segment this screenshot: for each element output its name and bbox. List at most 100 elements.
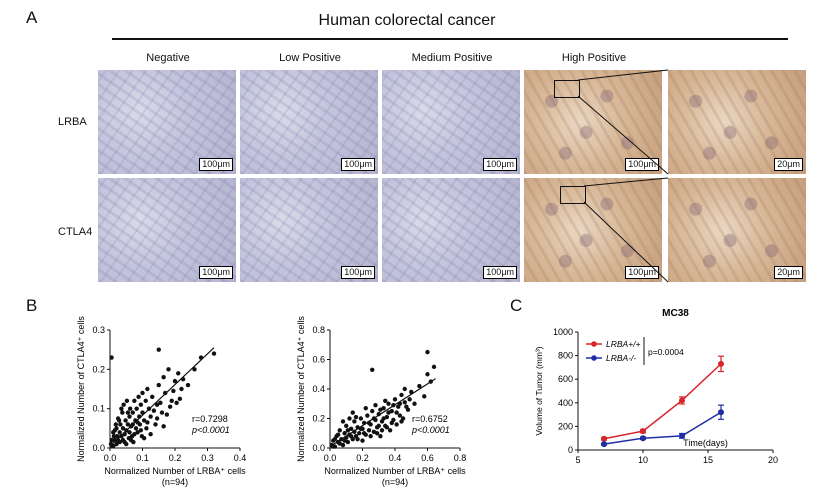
data-point — [118, 422, 123, 427]
zoom-region-box — [554, 80, 580, 98]
ihc-image-ctla4-medium: 100μm — [382, 178, 520, 282]
data-point — [109, 437, 114, 443]
data-point — [140, 390, 145, 396]
data-point — [374, 431, 380, 436]
data-point — [394, 410, 399, 415]
data-point — [112, 437, 118, 443]
title-rule — [112, 38, 788, 40]
data-point — [383, 398, 388, 403]
ihc-image-ctla4-high-zoom: 20μm — [668, 178, 806, 282]
data-point — [679, 397, 685, 404]
data-point — [125, 422, 131, 427]
column-header-high-positive: High Positive — [561, 52, 627, 64]
data-point — [376, 423, 381, 429]
data-point — [425, 349, 430, 355]
y-tick-label: 1000 — [553, 327, 573, 337]
data-point — [363, 405, 368, 411]
y-tick-label: 0.0 — [92, 443, 105, 453]
data-point — [370, 408, 375, 414]
data-point — [133, 426, 139, 431]
data-point — [166, 367, 171, 372]
scale-bar: 20μm — [774, 266, 803, 279]
ihc-image-lrba-high: 100μm — [524, 70, 662, 174]
data-point — [192, 367, 197, 372]
chart-title: MC38 — [662, 308, 689, 319]
data-point — [176, 371, 181, 376]
data-point — [171, 388, 176, 394]
series-line — [603, 363, 722, 440]
data-point — [119, 406, 124, 411]
ihc-image-lrba-medium: 100μm — [382, 70, 520, 174]
ihc-image-ctla4-low: 100μm — [240, 178, 378, 282]
sample-size-label: (n=94) — [162, 477, 188, 487]
data-point — [109, 355, 114, 360]
y-tick-label: 600 — [558, 374, 573, 384]
data-point — [122, 439, 127, 445]
correlation-r: r=0.7298 — [192, 414, 228, 424]
data-point — [718, 409, 724, 416]
data-point — [344, 423, 349, 429]
data-point — [392, 397, 398, 402]
data-point — [161, 424, 166, 429]
zoom-line — [577, 95, 669, 175]
data-point — [145, 386, 150, 392]
data-point — [342, 438, 347, 443]
data-point — [127, 414, 132, 419]
data-point — [412, 401, 417, 406]
legend-swatch-point — [591, 355, 597, 361]
data-point — [394, 422, 399, 427]
regression-line — [329, 378, 436, 448]
data-point — [355, 436, 360, 442]
scale-bar: 100μm — [625, 158, 659, 171]
data-point — [211, 351, 217, 356]
data-point — [134, 406, 139, 411]
data-point — [156, 347, 161, 352]
zoom-region-box — [560, 186, 586, 204]
data-point — [718, 360, 724, 367]
p-value: p<0.0001 — [191, 425, 230, 435]
zoom-line — [577, 69, 669, 81]
data-point — [352, 419, 357, 424]
data-point — [115, 416, 121, 421]
data-point — [127, 406, 133, 411]
y-tick-label: 0.2 — [92, 364, 105, 374]
y-axis-label: Normalized Number of CTLA4⁺ cells — [296, 316, 306, 462]
data-point — [121, 402, 126, 407]
data-point — [154, 416, 160, 421]
data-point — [177, 396, 183, 402]
data-point — [340, 419, 346, 424]
data-point — [158, 400, 163, 405]
data-point — [125, 410, 131, 415]
data-point — [407, 397, 412, 402]
x-tick-label: 5 — [575, 455, 580, 465]
panel-a-letter: A — [26, 8, 38, 27]
data-point — [402, 386, 407, 392]
data-point — [337, 428, 342, 433]
panel-c-letter: C — [510, 296, 523, 315]
ihc-image-lrba-high-zoom: 20μm — [668, 70, 806, 174]
data-point — [128, 437, 134, 443]
scale-bar: 100μm — [483, 158, 517, 171]
data-point — [370, 367, 375, 373]
y-tick-label: 0.3 — [92, 325, 105, 335]
p-value: p=0.0004 — [648, 347, 684, 357]
data-point — [345, 428, 351, 433]
data-point — [357, 431, 362, 436]
regression-line — [109, 347, 215, 447]
y-axis-label: Normalized Number of CTLA4⁺ cells — [76, 316, 86, 462]
ihc-image-lrba-negative: 100μm — [98, 70, 236, 174]
data-point — [399, 392, 404, 398]
data-point — [144, 426, 149, 431]
scale-bar: 100μm — [199, 266, 233, 279]
data-point — [332, 436, 338, 442]
y-tick-label: 0.1 — [92, 404, 105, 414]
data-point — [386, 410, 391, 415]
ihc-image-lrba-low: 100μm — [240, 70, 378, 174]
data-point — [378, 407, 383, 412]
x-tick-label: 0.6 — [421, 453, 434, 463]
scale-bar: 100μm — [199, 158, 233, 171]
data-point — [640, 428, 646, 435]
data-point — [159, 410, 165, 415]
scale-bar: 100μm — [341, 158, 375, 171]
